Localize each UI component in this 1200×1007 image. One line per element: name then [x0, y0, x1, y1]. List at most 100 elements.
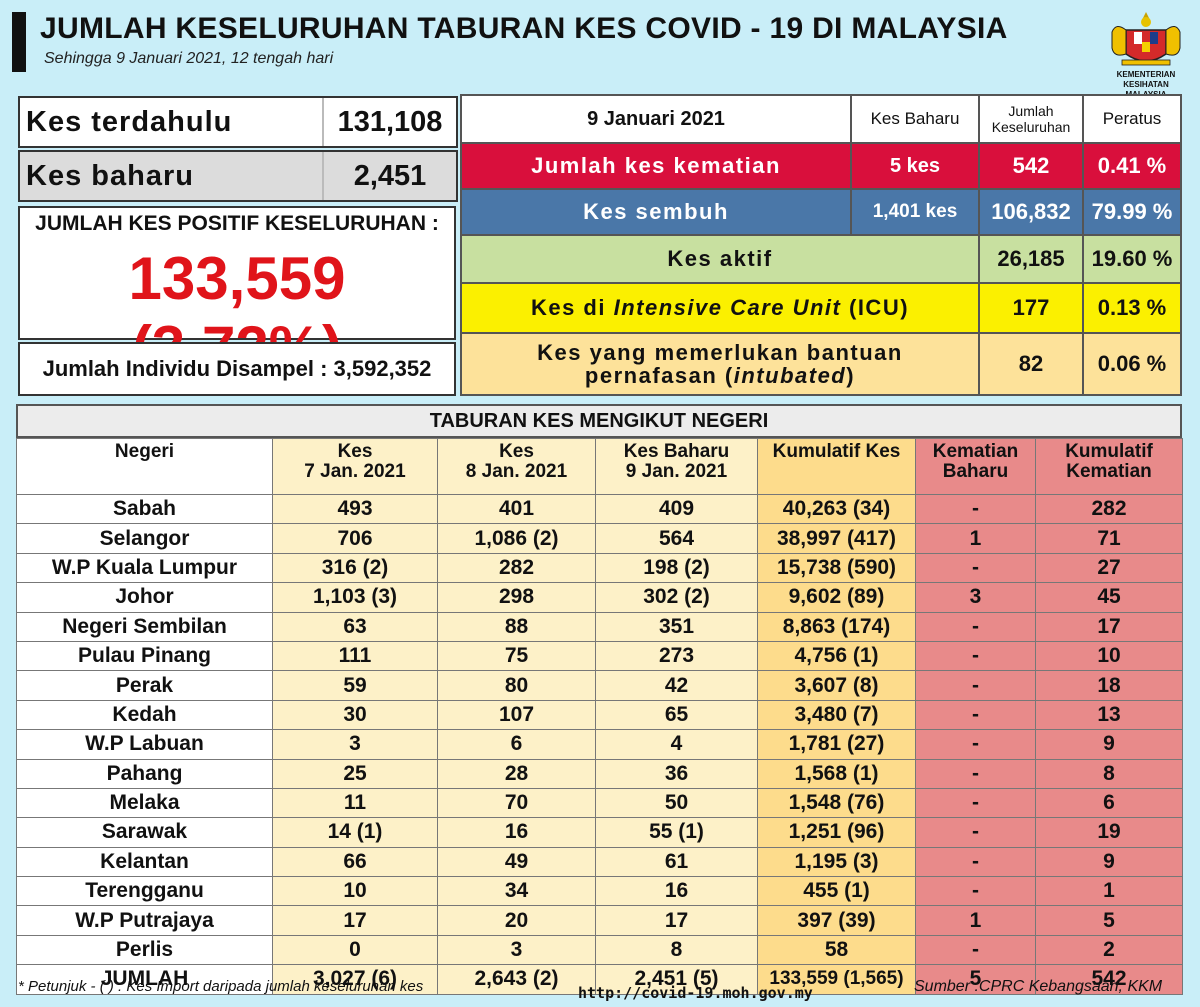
active-pct: 19.60 %	[1082, 234, 1182, 284]
cell-cumulative-cases: 1,781 (27)	[757, 729, 916, 760]
intubated-label-2c: )	[846, 363, 856, 388]
cell-cumulative-cases: 58	[757, 934, 916, 966]
recovered-row: Kes sembuh 1,401 kes 106,832 79.99 %	[460, 188, 1182, 236]
cell-new-deaths: 5	[915, 964, 1036, 995]
cell-state: Sarawak	[16, 817, 273, 848]
recovered-total: 106,832	[978, 188, 1084, 236]
cell-cases-jan8: 282	[437, 552, 596, 584]
status-col-total-line1: Jumlah	[1008, 103, 1054, 119]
states-table-title: TABURAN KES MENGIKUT NEGERI	[16, 404, 1182, 438]
title-accent-bar	[12, 12, 26, 72]
cell-cumulative-cases: 1,568 (1)	[757, 758, 916, 789]
icu-total: 177	[978, 282, 1084, 334]
cell-cases-jan7: 3,027 (6)	[272, 964, 438, 995]
cell-new-deaths: 3	[915, 582, 1036, 613]
cell-state: Terengganu	[16, 876, 273, 907]
cell-state: Pulau Pinang	[16, 640, 273, 672]
cell-state: W.P Kuala Lumpur	[16, 552, 273, 584]
cell-new-deaths: 1	[915, 523, 1036, 554]
intubated-label: Kes yang memerlukan bantuan pernafasan (…	[460, 332, 980, 396]
states-table: Negeri Kes 7 Jan. 2021 Kes 8 Jan. 2021 Kes Ba…	[16, 438, 1183, 995]
cell-cumulative-deaths: 18	[1035, 670, 1183, 701]
cell-state: Sabah	[16, 493, 273, 525]
table-row: W.P Kuala Lumpur 316 (2) 282 198 (2) 15,738 …	[16, 552, 1183, 584]
previous-cases-label: Kes terdahulu	[26, 105, 233, 138]
cell-new-cases-jan9: 17	[595, 905, 758, 936]
cell-cases-jan8: 107	[437, 699, 596, 731]
cell-cumulative-deaths: 1	[1035, 876, 1183, 907]
cell-new-deaths: -	[915, 876, 1036, 907]
table-total-row: JUMLAH 3,027 (6) 2,643 (2) 2,451 (5) 133,559…	[16, 964, 1183, 995]
cell-cumulative-deaths: 71	[1035, 523, 1183, 554]
sampled-individuals-text: Jumlah Individu Disampel : 3,592,352	[42, 356, 432, 381]
cell-cumulative-cases: 3,480 (7)	[757, 699, 916, 731]
active-label: Kes aktif	[460, 234, 980, 284]
cell-new-deaths: -	[915, 552, 1036, 584]
cell-state: JUMLAH	[16, 964, 273, 995]
icu-label-c: (ICU)	[841, 295, 910, 320]
new-cases-label: Kes baharu	[26, 159, 194, 192]
cell-new-deaths: -	[915, 729, 1036, 760]
cell-cumulative-cases: 1,195 (3)	[757, 846, 916, 878]
status-date-header: 9 Januari 2021	[460, 94, 852, 144]
cell-cumulative-cases: 1,251 (96)	[757, 817, 916, 848]
cell-cases-jan7: 59	[272, 670, 438, 701]
header-cumulative-cases: Kumulatif Kes	[757, 438, 916, 495]
table-row: Melaka 11 70 50 1,548 (76) -6	[16, 787, 1183, 819]
cell-cumulative-cases: 38,997 (417)	[757, 523, 916, 554]
cell-new-cases-jan9: 302 (2)	[595, 582, 758, 613]
sampled-individuals-box: Jumlah Individu Disampel : 3,592,352	[18, 342, 456, 396]
intubated-label-2a: pernafasan (	[584, 363, 734, 388]
cell-cases-jan7: 66	[272, 846, 438, 878]
ministry-crest-icon	[1111, 12, 1181, 66]
intubated-total: 82	[978, 332, 1084, 396]
cell-cases-jan7: 3	[272, 729, 438, 760]
cell-new-deaths: -	[915, 817, 1036, 848]
status-col-pct: Peratus	[1082, 94, 1182, 144]
cell-cumulative-deaths: 17	[1035, 611, 1183, 642]
cell-cumulative-cases: 1,548 (76)	[757, 787, 916, 819]
footer-url[interactable]: http://covid-19.moh.gov.my	[578, 984, 813, 1002]
cell-state: Perlis	[16, 934, 273, 966]
cell-new-cases-jan9: 4	[595, 729, 758, 760]
cell-cumulative-deaths: 45	[1035, 582, 1183, 613]
cell-state: W.P Putrajaya	[16, 905, 273, 936]
status-col-new: Kes Baharu	[850, 94, 980, 144]
footer-note: * Petunjuk - ( ) : Kes Import daripada j…	[18, 978, 424, 995]
cell-cases-jan8: 401	[437, 493, 596, 525]
cell-cases-jan8: 2,643 (2)	[437, 964, 596, 995]
cell-new-deaths: -	[915, 493, 1036, 525]
cell-cases-jan8: 298	[437, 582, 596, 613]
icu-label: Kes di Intensive Care Unit (ICU)	[460, 282, 980, 334]
icu-row: Kes di Intensive Care Unit (ICU) 177 0.1…	[460, 282, 1182, 334]
cell-cumulative-deaths: 6	[1035, 787, 1183, 819]
table-row: Sabah 493 401 409 40,263 (34) -282	[16, 493, 1183, 525]
cell-new-cases-jan9: 55 (1)	[595, 817, 758, 848]
header-cumulative-deaths-line2: Kematian	[1066, 461, 1152, 482]
table-row: W.P Putrajaya 17 20 17 397 (39) 1 5	[16, 905, 1183, 936]
cell-cumulative-deaths: 9	[1035, 729, 1183, 760]
cell-cumulative-cases: 133,559 (1,565)	[757, 964, 916, 995]
cell-cases-jan8: 88	[437, 611, 596, 642]
cell-state: Kedah	[16, 699, 273, 731]
table-row: Perak 59 80 42 3,607 (8) -18	[16, 670, 1183, 701]
cell-cases-jan8: 16	[437, 817, 596, 848]
cell-cumulative-cases: 8,863 (174)	[757, 611, 916, 642]
cell-state: Johor	[16, 582, 273, 613]
cell-cumulative-cases: 40,263 (34)	[757, 493, 916, 525]
cell-cumulative-cases: 397 (39)	[757, 905, 916, 936]
table-row: Kedah 30 107 65 3,480 (7) -13	[16, 699, 1183, 731]
cell-new-cases-jan9: 198 (2)	[595, 552, 758, 584]
header-new-cases-jan9-line1: Kes Baharu	[623, 441, 730, 462]
previous-cases-box: Kes terdahulu 131,108	[18, 96, 458, 148]
cell-new-cases-jan9: 273	[595, 640, 758, 672]
cell-cases-jan7: 0	[272, 934, 438, 966]
cell-new-cases-jan9: 65	[595, 699, 758, 731]
header-new-deaths: Kematian Baharu	[915, 438, 1036, 495]
cell-cumulative-cases: 15,738 (590)	[757, 552, 916, 584]
deaths-new: 5 kes	[850, 142, 980, 190]
cell-new-cases-jan9: 61	[595, 846, 758, 878]
cell-state: Kelantan	[16, 846, 273, 878]
cell-new-deaths: -	[915, 787, 1036, 819]
cell-cases-jan8: 75	[437, 640, 596, 672]
